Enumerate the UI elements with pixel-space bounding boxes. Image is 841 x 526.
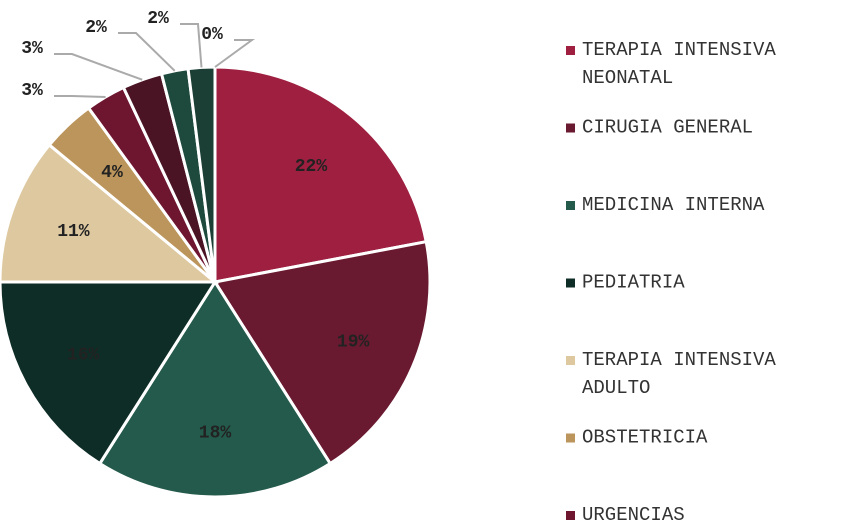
data-label: 11% — [57, 222, 90, 242]
leader-line — [118, 32, 176, 72]
leader-line — [180, 23, 203, 68]
data-label: 22% — [295, 157, 328, 177]
leader-line — [54, 95, 106, 98]
pie-slice — [212, 239, 432, 466]
legend-swatch — [566, 123, 575, 133]
legend-label: PEDIATRIA — [582, 272, 685, 294]
pie-slice — [0, 280, 218, 466]
pie-slice — [97, 279, 333, 499]
pie-slice — [213, 65, 428, 284]
legend-swatch — [566, 511, 575, 520]
legend-swatch — [566, 356, 575, 365]
legend-label: TERAPIA INTENSIVA ADULTO — [582, 349, 776, 399]
data-label: 16% — [67, 345, 100, 365]
legend-label: CIRUGIA GENERAL — [582, 117, 753, 139]
pie-slice — [0, 142, 220, 284]
data-label: 4% — [101, 163, 123, 183]
legend-swatch — [566, 46, 575, 55]
data-label: 0% — [201, 25, 223, 45]
leader-line — [214, 39, 256, 68]
data-label: 2% — [147, 9, 169, 29]
legend-label: MEDICINA INTERNA — [582, 194, 765, 216]
legend-label: OBSTETRICIA — [582, 427, 708, 449]
data-label: 3% — [21, 39, 43, 59]
legend-swatch — [566, 201, 575, 210]
leader-line — [54, 53, 143, 81]
legend-swatch — [566, 278, 575, 288]
legend-label: TERAPIA INTENSIVA NEONATAL — [582, 39, 776, 89]
data-label: 3% — [21, 81, 43, 101]
data-label: 2% — [85, 18, 107, 38]
legend-swatch — [566, 433, 575, 443]
legend-label: URGENCIAS — [582, 504, 685, 526]
data-label: 18% — [199, 423, 232, 443]
data-label: 19% — [337, 333, 370, 353]
